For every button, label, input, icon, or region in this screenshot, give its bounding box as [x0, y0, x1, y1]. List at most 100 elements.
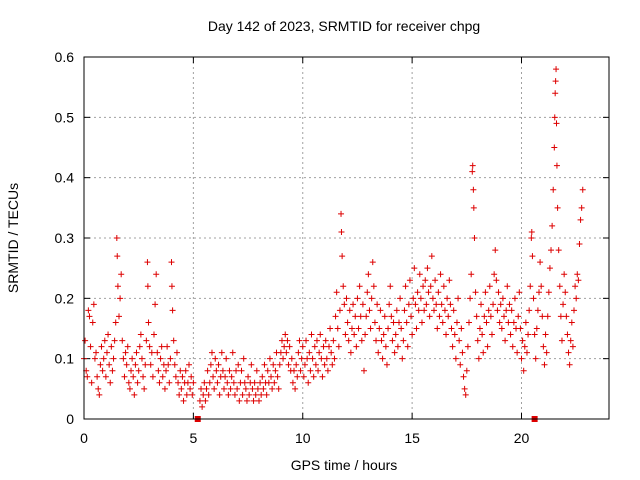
data-point: [245, 373, 252, 380]
data-point: [573, 295, 580, 302]
data-point: [289, 379, 296, 386]
data-point: [268, 373, 275, 380]
data-point: [213, 367, 220, 374]
data-point: [147, 361, 154, 368]
data-point: [382, 343, 389, 350]
data-point: [140, 373, 147, 380]
data-point: [252, 391, 259, 398]
data-point: [399, 355, 406, 362]
data-point: [428, 253, 435, 260]
data-point: [292, 385, 299, 392]
data-point: [450, 307, 457, 314]
data-point: [145, 319, 152, 326]
data-point: [520, 367, 527, 374]
data-point: [467, 295, 474, 302]
data-point: [562, 289, 569, 296]
data-point: [321, 361, 328, 368]
data-point: [406, 277, 413, 284]
data-point: [557, 313, 564, 320]
data-point: [225, 391, 232, 398]
data-point: [223, 355, 230, 362]
data-point: [530, 295, 537, 302]
data-point: [281, 343, 288, 350]
data-point: [472, 289, 479, 296]
data-point: [575, 277, 582, 284]
data-point: [448, 325, 455, 332]
data-point: [284, 337, 291, 344]
data-point: [85, 307, 92, 314]
data-point: [172, 373, 179, 380]
data-point: [276, 361, 283, 368]
data-point: [170, 337, 177, 344]
data-point: [371, 319, 378, 326]
data-point: [568, 319, 575, 326]
x-tick-label: 20: [514, 430, 530, 446]
data-point: [293, 361, 300, 368]
data-point: [523, 349, 530, 356]
data-point: [229, 349, 236, 356]
data-point: [551, 114, 558, 121]
data-point: [556, 283, 563, 290]
data-point: [184, 379, 191, 386]
data-point: [374, 301, 381, 308]
data-point: [114, 253, 121, 260]
data-point: [182, 367, 189, 374]
data-point: [560, 301, 567, 308]
data-point: [143, 337, 150, 344]
data-point: [552, 90, 559, 97]
data-point: [119, 337, 126, 344]
data-point: [405, 301, 412, 308]
data-point: [303, 337, 310, 344]
data-point: [342, 331, 349, 338]
data-point: [553, 120, 560, 127]
data-point: [432, 277, 439, 284]
data-point: [313, 337, 320, 344]
data-point: [296, 337, 303, 344]
data-point: [204, 367, 211, 374]
data-point: [344, 319, 351, 326]
data-point: [134, 379, 141, 386]
data-point: [571, 307, 577, 314]
data-point: [126, 385, 133, 392]
data-point: [257, 379, 264, 386]
data-point: [433, 301, 440, 308]
data-point: [97, 361, 104, 368]
data-point: [493, 277, 500, 284]
data-point: [129, 355, 136, 362]
data-point: [93, 349, 100, 356]
data-point: [336, 307, 343, 314]
data-point: [491, 271, 498, 278]
data-point: [222, 373, 229, 380]
data-point: [250, 397, 257, 404]
data-point: [215, 361, 222, 368]
data-point: [518, 355, 525, 362]
data-point: [451, 331, 458, 338]
data-point: [333, 289, 340, 296]
data-point: [251, 379, 258, 386]
data-point: [271, 379, 278, 386]
data-point: [351, 331, 358, 338]
data-point: [497, 301, 504, 308]
data-point: [206, 379, 213, 386]
data-point: [394, 343, 401, 350]
data-point: [485, 307, 492, 314]
data-point: [122, 349, 129, 356]
data-point: [253, 367, 260, 374]
data-point: [527, 283, 534, 290]
data-point: [437, 271, 444, 278]
x-tick-label: 15: [404, 430, 420, 446]
data-point: [316, 349, 323, 356]
data-point: [484, 343, 491, 350]
data-point: [327, 325, 334, 332]
data-point: [136, 343, 143, 350]
data-point: [425, 289, 432, 296]
data-point: [249, 385, 256, 392]
data-point: [175, 379, 182, 386]
data-point: [272, 367, 279, 374]
data-point: [91, 355, 98, 362]
data-point: [198, 385, 205, 392]
data-point: [533, 325, 540, 332]
data-point: [318, 355, 325, 362]
data-point: [574, 271, 581, 278]
data-point: [155, 367, 162, 374]
